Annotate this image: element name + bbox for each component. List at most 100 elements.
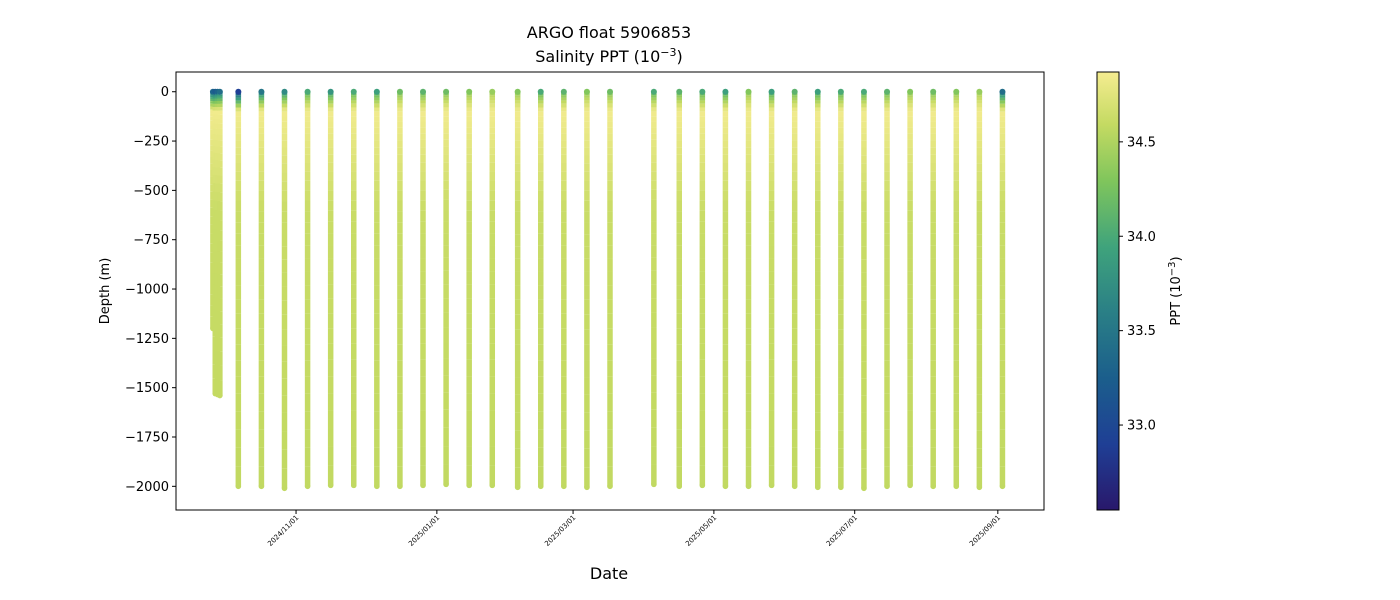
bottom-point <box>999 483 1006 490</box>
bottom-point <box>907 482 913 489</box>
x-tick-label: 2025/07/01 <box>825 514 859 548</box>
surface-point <box>396 88 403 95</box>
surface-point <box>216 88 223 95</box>
profile-4 <box>216 88 223 399</box>
profile-21 <box>607 88 613 490</box>
y-tick-label: −250 <box>133 135 169 150</box>
plot-area <box>209 88 1006 492</box>
bottom-point <box>514 484 521 491</box>
x-axis: 2024/11/01 2025/01/01 2025/03/01 2025/05/01… <box>266 510 1002 548</box>
profile-7 <box>281 88 288 492</box>
y-tick-label: −750 <box>133 233 169 248</box>
surface-point <box>466 88 473 95</box>
bottom-point <box>651 481 657 488</box>
bottom-point <box>930 483 936 490</box>
surface-point <box>514 88 521 95</box>
y-tick-label: −2000 <box>125 480 169 495</box>
profile-12 <box>396 88 403 490</box>
bottom-point <box>374 483 380 490</box>
bottom-point <box>814 484 821 491</box>
surface-point <box>745 88 752 95</box>
profile-36 <box>976 88 983 491</box>
surface-point <box>650 88 657 95</box>
profile-16 <box>489 88 496 489</box>
bottom-point <box>676 483 683 490</box>
bottom-point <box>699 482 706 489</box>
surface-point <box>258 88 265 95</box>
colorbar-axis: 33.0 33.5 34.0 34.5 <box>1119 135 1156 434</box>
surface-point <box>976 88 983 95</box>
plot-frame <box>175 71 1045 511</box>
surface-point <box>999 88 1006 95</box>
surface-point <box>791 88 798 95</box>
surface-point <box>884 88 891 95</box>
profile-9 <box>327 88 334 489</box>
bottom-point <box>745 483 752 490</box>
profile-28 <box>791 88 798 490</box>
surface-point <box>860 88 867 95</box>
bottom-point <box>584 484 590 491</box>
bottom-point <box>489 482 496 489</box>
y-tick-label: −1250 <box>125 332 169 347</box>
x-tick-label: 2024/11/01 <box>266 514 300 548</box>
surface-point <box>607 88 613 95</box>
surface-point <box>304 88 311 95</box>
colorbar-tick-label: 34.5 <box>1127 135 1156 150</box>
profile-27 <box>768 88 775 489</box>
surface-point <box>537 88 544 95</box>
colorbar-tick-label: 33.5 <box>1127 324 1156 339</box>
profile-10 <box>350 88 357 489</box>
profile-23 <box>676 88 683 490</box>
profile-30 <box>837 88 844 491</box>
chart-subtitle: Salinity PPT (10−3) <box>535 46 683 66</box>
profile-5 <box>235 88 242 490</box>
colorbar-tick-label: 33.0 <box>1127 419 1156 434</box>
profile-11 <box>373 88 380 490</box>
surface-point <box>373 88 380 95</box>
x-tick-label: 2025/05/01 <box>684 514 718 548</box>
chart-title: ARGO float 5906853 <box>527 23 691 42</box>
y-tick-label: 0 <box>161 85 169 100</box>
bottom-point <box>304 483 311 490</box>
profile-8 <box>304 88 311 490</box>
surface-point <box>907 88 914 95</box>
y-axis-label: Depth (m) <box>98 258 113 325</box>
profile-13 <box>420 88 427 489</box>
bottom-point <box>561 483 567 490</box>
bottom-point <box>466 482 472 489</box>
colorbar <box>1096 71 1120 511</box>
surface-point <box>676 88 683 95</box>
profile-6 <box>258 88 265 490</box>
bottom-point <box>884 483 890 490</box>
bottom-point <box>217 392 223 399</box>
profile-32 <box>884 88 891 490</box>
bottom-point <box>420 482 426 489</box>
bottom-point <box>443 481 449 488</box>
profile-20 <box>583 88 590 491</box>
bottom-point <box>953 483 960 490</box>
profile-35 <box>953 88 960 490</box>
y-tick-label: −1750 <box>125 431 169 446</box>
bottom-point <box>838 484 844 491</box>
bottom-point <box>281 485 288 492</box>
bottom-point <box>976 484 983 491</box>
profile-14 <box>443 88 450 488</box>
x-tick-label: 2025/03/01 <box>543 514 577 548</box>
profile-24 <box>699 88 706 489</box>
surface-point <box>768 88 775 95</box>
y-axis: 0 −250 −500 −750 −1000 −1250 −1500 −1750 −2000 <box>125 85 176 495</box>
bottom-point <box>397 483 403 490</box>
bottom-point <box>235 483 242 490</box>
colorbar-tick-label: 34.0 <box>1127 230 1156 245</box>
bottom-point <box>258 483 265 490</box>
profile-17 <box>514 88 521 491</box>
profile-15 <box>466 88 473 489</box>
profile-22 <box>650 88 657 488</box>
y-tick-label: −1500 <box>125 381 169 396</box>
y-tick-label: −500 <box>133 184 169 199</box>
profile-33 <box>907 88 914 489</box>
x-tick-label: 2025/09/01 <box>968 514 1002 548</box>
bottom-point <box>327 482 334 489</box>
colorbar-label: PPT (10−3) <box>1167 256 1184 325</box>
